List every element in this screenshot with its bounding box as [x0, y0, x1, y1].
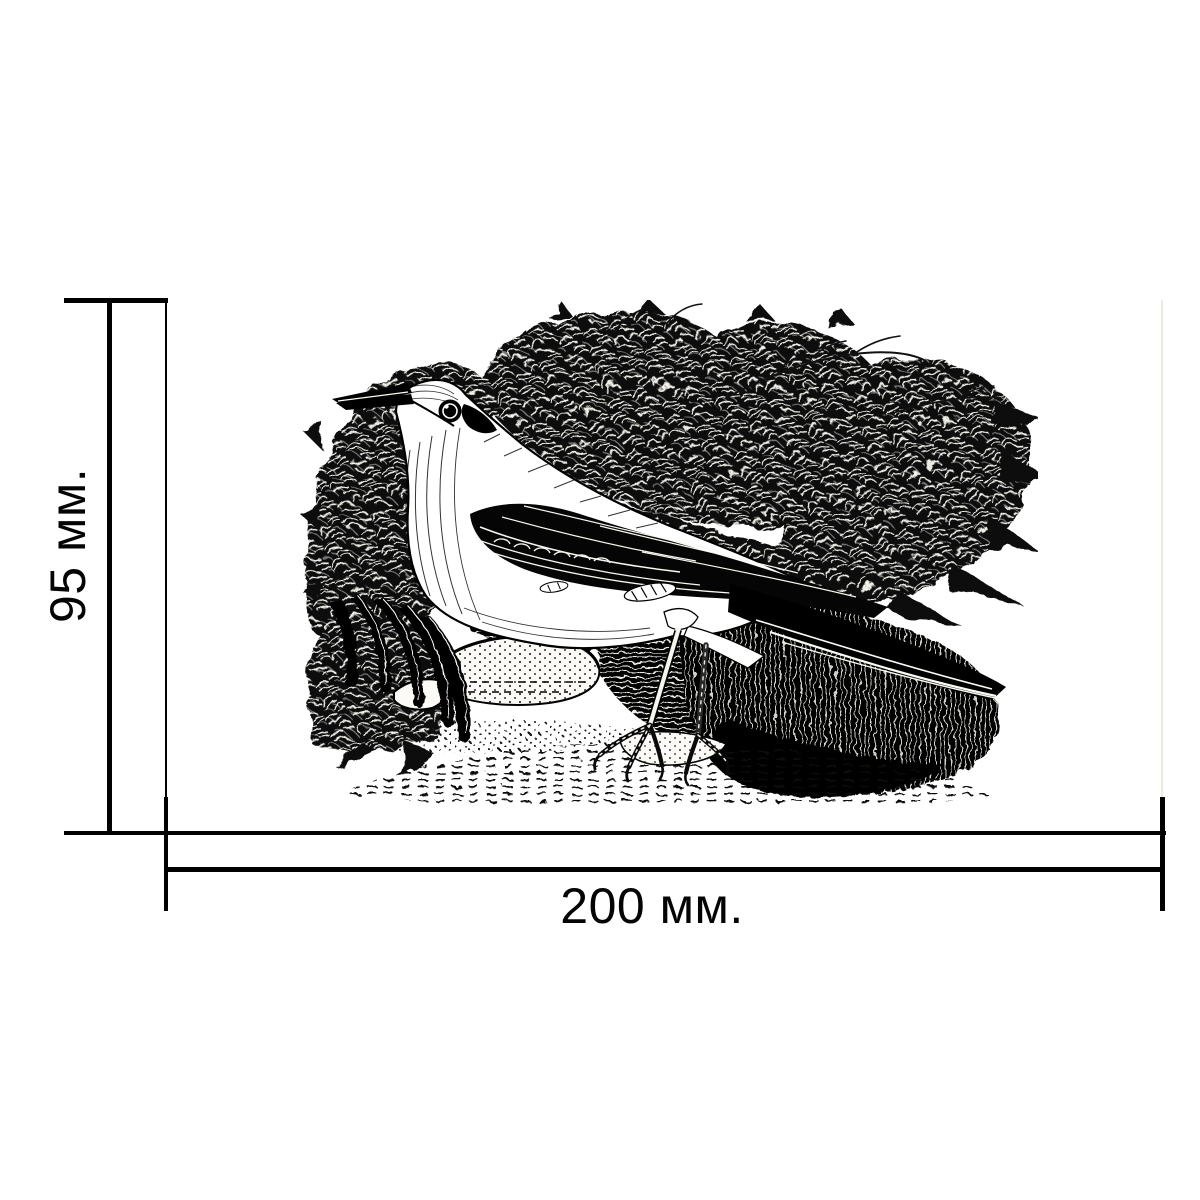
bird-beak [332, 383, 414, 410]
bird-tail [683, 584, 1006, 700]
sticker-left-edge-line [165, 303, 167, 831]
sticker-bottom-edge-line [64, 831, 1166, 835]
bird-eye [438, 399, 462, 423]
bird-wing-patch [623, 582, 677, 602]
ground [340, 718, 992, 807]
bird-wing [470, 503, 888, 618]
bird-scapular-feathers [493, 538, 611, 564]
foliage-fringe [300, 300, 1038, 778]
bird-legs [593, 607, 730, 787]
foliage [300, 300, 1038, 778]
bird-cheek-patch [461, 404, 497, 434]
twigs [613, 303, 1001, 413]
fern-fronds [330, 592, 471, 743]
height-dimension-label: 95 мм. [40, 467, 96, 623]
width-dimension-label: 200 мм. [560, 878, 744, 934]
sticker-right-edge-line [1161, 300, 1163, 831]
bird-gape-line [411, 400, 455, 427]
height-dimension-top-tick [64, 298, 168, 303]
width-dimension-left-tick [164, 797, 168, 911]
height-dimension-line [107, 298, 112, 835]
bird-shading [398, 384, 659, 640]
bird [332, 378, 1006, 787]
width-dimension-line [164, 867, 1165, 872]
width-dimension-right-tick [1160, 797, 1165, 911]
bird-engraving-illustration [300, 300, 1038, 807]
